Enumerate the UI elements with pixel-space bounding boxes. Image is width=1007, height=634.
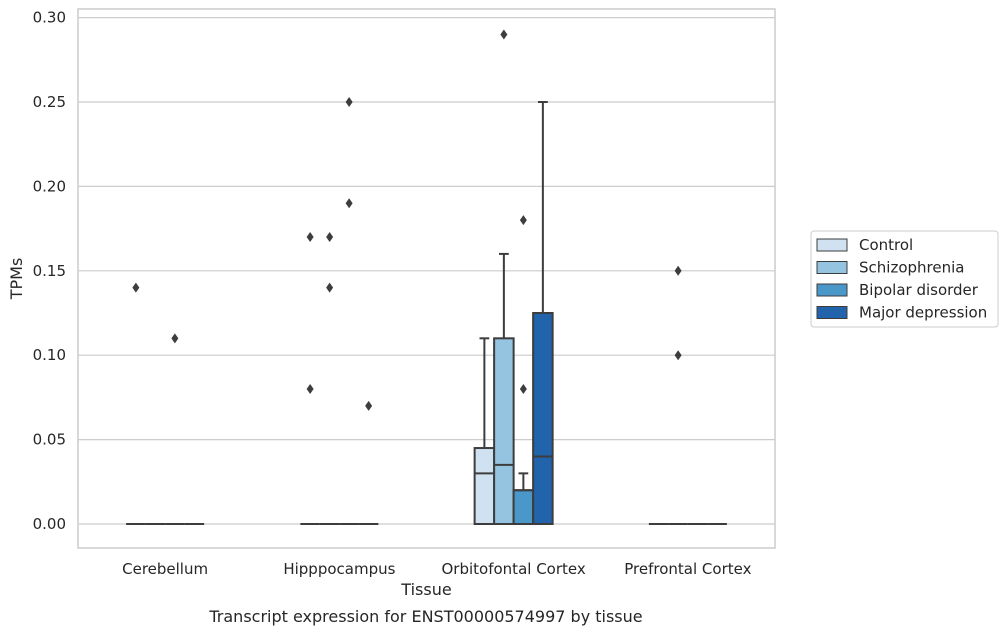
outlier-point [306,232,314,243]
legend-swatch [816,283,848,297]
box-major-depression [532,101,554,525]
box-control [300,232,320,525]
y-tick-label: 0.05 [33,431,66,449]
y-tick-label: 0.15 [33,262,66,280]
box [493,337,515,525]
plot-frame [77,8,776,549]
box-control [473,337,496,526]
outlier-point [326,282,334,293]
legend-swatch [816,306,848,319]
legend-frame [810,230,999,328]
outlier-point [345,198,353,209]
box-bipolar-disorder [165,333,185,525]
legend-swatch [816,238,848,252]
box-bipolar-disorder [512,215,535,525]
legend-label: Bipolar disorder [859,281,979,299]
y-tick-label: 0.25 [33,93,66,111]
outlier-point [132,282,140,293]
box [512,489,535,525]
box-bipolar-disorder [339,97,359,525]
y-tick-label: 0.00 [33,515,66,533]
legend: Control Schizophrenia Bipolar disorder Majo… [810,230,999,328]
outlier-point [326,232,334,243]
box [532,312,554,525]
box-control [126,282,146,525]
outlier-point [345,97,353,107]
outlier-point [500,29,508,40]
box [473,447,496,526]
outlier-point [674,350,682,361]
grid-lines [78,17,775,525]
outlier-point [674,265,682,276]
box-schizophrenia [668,265,688,525]
outlier-point [519,215,527,226]
legend-label: Control [859,236,913,254]
x-axis-ticks: Cerebellum Hipppocampus Orbitofontal Corte… [122,560,751,578]
y-tick-label: 0.10 [33,346,66,364]
outlier-point [365,400,373,411]
y-tick-label: 0.30 [33,9,66,27]
legend-label: Major depression [859,304,987,322]
box-schizophrenia [493,29,515,525]
chart-title: Transcript expression for ENST0000057499… [208,607,642,626]
x-tick-label: Cerebellum [122,560,208,578]
x-tick-label: Prefrontal Cortex [624,560,751,578]
x-tick-label: Orbitofontal Cortex [442,560,586,578]
box-schizophrenia [319,232,340,525]
box-major-depression [358,400,379,525]
x-tick-label: Hipppocampus [283,560,395,578]
y-axis-ticks: 0.00 0.05 0.10 0.15 0.20 0.25 0.30 [33,9,66,533]
outlier-point [519,383,527,394]
legend-swatch [816,261,848,274]
outlier-point [171,333,179,344]
outlier-point [306,383,314,394]
x-axis-label: Tissue [400,580,451,599]
y-axis-label: TPMs [7,258,26,301]
legend-label: Schizophrenia [859,259,964,277]
box-plot-series [126,29,727,526]
y-tick-label: 0.20 [33,177,66,195]
